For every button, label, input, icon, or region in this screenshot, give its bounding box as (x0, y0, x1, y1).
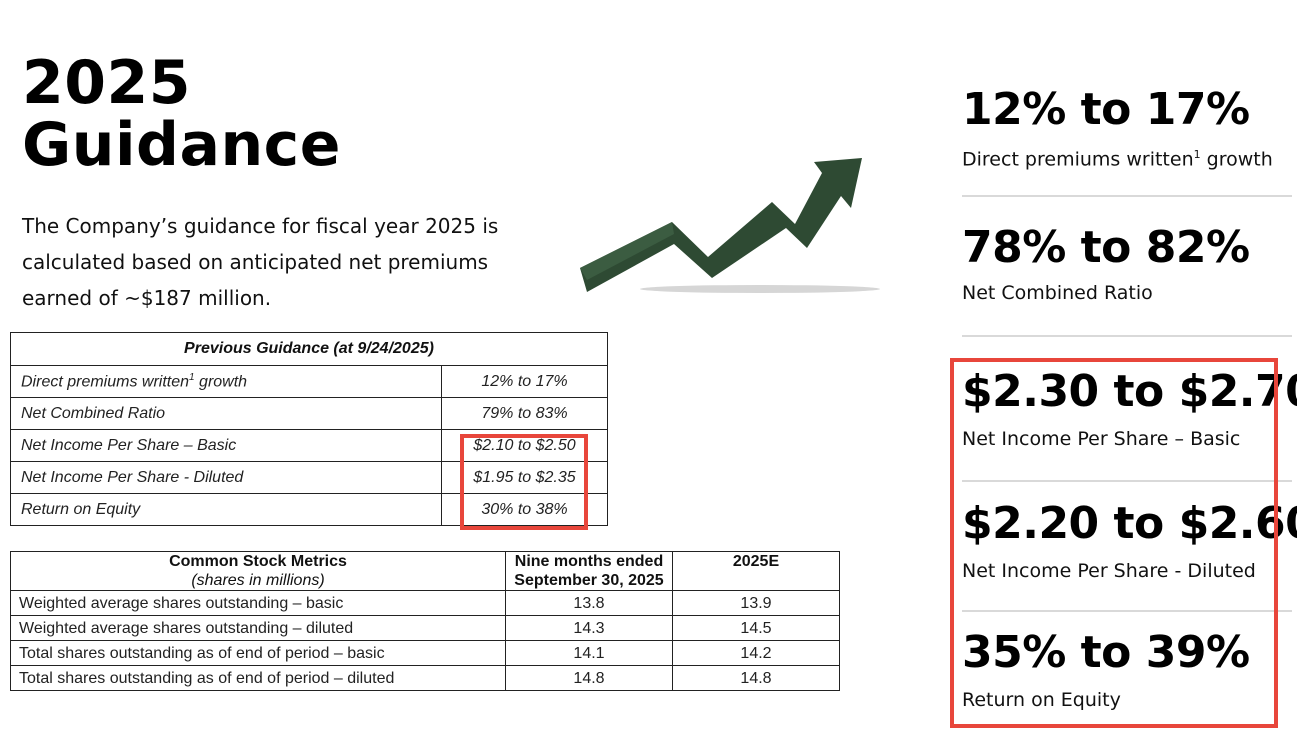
metric-label: Total shares outstanding as of end of pe… (10, 640, 506, 666)
intro-text: The Company’s guidance for fiscal year 2… (22, 214, 499, 310)
metric-estimate: 14.2 (672, 640, 840, 666)
guidance-stat: $2.30 to $2.70 Net Income Per Share – Ba… (962, 366, 1297, 452)
table-row: Net Income Per Share - Diluted $1.95 to … (10, 461, 608, 494)
row-value: $2.10 to $2.50 (441, 429, 608, 462)
previous-eps-highlight-box (460, 434, 588, 530)
metric-nine-months: 13.8 (505, 590, 673, 616)
metrics-header-estimate: 2025E (672, 551, 840, 591)
row-label: Return on Equity (10, 493, 442, 526)
guidance-stat: 12% to 17% Direct premiums written1 grow… (962, 84, 1282, 172)
table-row: Net Combined Ratio 79% to 83% (10, 397, 608, 430)
row-label: Direct premiums written1 growth (10, 365, 442, 398)
divider (962, 610, 1292, 612)
table-row: Total shares outstanding as of end of pe… (10, 640, 840, 666)
guidance-stat: 78% to 82% Net Combined Ratio (962, 222, 1282, 306)
stock-metrics-table: Common Stock Metrics (shares in millions… (10, 551, 840, 691)
row-label: Net Income Per Share – Basic (10, 429, 442, 462)
row-value: 79% to 83% (441, 397, 608, 430)
previous-guidance-table: Previous Guidance (at 9/24/2025) Direct … (10, 332, 608, 526)
metric-estimate: 13.9 (672, 590, 840, 616)
previous-guidance-header: Previous Guidance (at 9/24/2025) (10, 332, 608, 366)
title-word: Guidance (22, 110, 341, 180)
current-eps-roe-highlight-box (950, 358, 1278, 728)
metric-label: Weighted average shares outstanding – di… (10, 615, 506, 641)
metric-nine-months: 14.3 (505, 615, 673, 641)
row-label: Net Combined Ratio (10, 397, 442, 430)
stat-label: Return on Equity (962, 689, 1121, 711)
table-row: Total shares outstanding as of end of pe… (10, 665, 840, 691)
metrics-header-title: Common Stock Metrics (shares in millions… (10, 551, 506, 591)
guidance-stat: 35% to 39% Return on Equity (962, 627, 1282, 713)
guidance-stat: $2.20 to $2.60 Net Income Per Share - Di… (962, 498, 1297, 584)
table-row: Net Income Per Share – Basic $2.10 to $2… (10, 429, 608, 462)
divider (962, 195, 1292, 197)
metric-nine-months: 14.8 (505, 665, 673, 691)
growth-arrow-icon (580, 158, 880, 293)
metrics-header-nine-months: Nine months ended September 30, 2025 (505, 551, 673, 591)
row-label: Net Income Per Share - Diluted (10, 461, 442, 494)
stat-value: $2.30 to $2.70 (962, 366, 1297, 417)
divider (962, 335, 1292, 337)
stat-value: $2.20 to $2.60 (962, 498, 1297, 549)
row-value: $1.95 to $2.35 (441, 461, 608, 494)
stat-label: Net Combined Ratio (962, 282, 1153, 304)
stat-label: Net Income Per Share - Diluted (962, 560, 1256, 582)
title-year: 2025 (22, 48, 191, 118)
metric-nine-months: 14.1 (505, 640, 673, 666)
page-title: 2025 Guidance (22, 52, 341, 176)
metric-estimate: 14.5 (672, 615, 840, 641)
divider (962, 480, 1292, 482)
metric-label: Weighted average shares outstanding – ba… (10, 590, 506, 616)
metric-label: Total shares outstanding as of end of pe… (10, 665, 506, 691)
table-row: Return on Equity 30% to 38% (10, 493, 608, 526)
row-value: 30% to 38% (441, 493, 608, 526)
table-row: Weighted average shares outstanding – di… (10, 615, 840, 641)
table-row: Direct premiums written1 growth 12% to 1… (10, 365, 608, 398)
stat-value: 35% to 39% (962, 627, 1250, 678)
metric-estimate: 14.8 (672, 665, 840, 691)
stat-value: 78% to 82% (962, 222, 1250, 273)
stat-label: Direct premiums written1 growth (962, 148, 1273, 171)
table-row: Weighted average shares outstanding – ba… (10, 590, 840, 616)
stat-label: Net Income Per Share – Basic (962, 428, 1241, 450)
stat-value: 12% to 17% (962, 84, 1250, 135)
row-value: 12% to 17% (441, 365, 608, 398)
